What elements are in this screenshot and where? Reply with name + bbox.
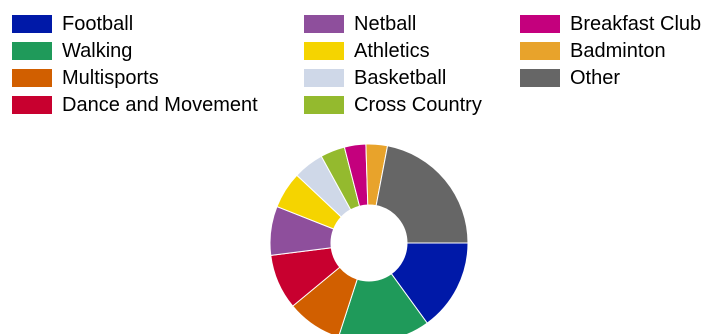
legend-swatch-walking [12,42,52,60]
legend-swatch-badminton [520,42,560,60]
legend-item-football: Football [12,13,133,35]
legend-swatch-other [520,69,560,87]
slice-other [375,145,469,244]
slice-walking [338,273,428,334]
legend-label-walking: Walking [62,40,132,62]
legend-swatch-football [12,15,52,33]
legend-item-basketball: Basketball [304,67,446,89]
legend-label-cross-country: Cross Country [354,94,482,116]
legend-item-netball: Netball [304,13,416,35]
legend-swatch-athletics [304,42,344,60]
legend-swatch-breakfast-club [520,15,560,33]
legend-label-basketball: Basketball [354,67,446,89]
legend-swatch-basketball [304,69,344,87]
slice-football [390,242,469,324]
legend-swatch-cross-country [304,96,344,114]
legend-item-breakfast-club: Breakfast Club [520,13,701,35]
legend-label-multisports: Multisports [62,67,159,89]
legend-item-dance-and-movement: Dance and Movement [12,94,258,116]
legend-swatch-dance-and-movement [12,96,52,114]
legend-label-netball: Netball [354,13,416,35]
legend-swatch-multisports [12,69,52,87]
chart-legend: Football Walking Multisports Dance and Move… [12,13,701,116]
legend-item-walking: Walking [12,40,132,62]
legend-label-badminton: Badminton [570,40,666,62]
legend-item-athletics: Athletics [304,40,430,62]
legend-label-football: Football [62,13,133,35]
legend-item-multisports: Multisports [12,67,159,89]
legend-item-other: Other [520,67,620,89]
legend-label-other: Other [570,67,620,89]
legend-item-badminton: Badminton [520,40,666,62]
legend-item-cross-country: Cross Country [304,94,482,116]
legend-swatch-netball [304,15,344,33]
legend-label-athletics: Athletics [354,40,430,62]
legend-label-breakfast-club: Breakfast Club [570,13,701,35]
donut-slices [269,143,469,334]
legend-label-dance-and-movement: Dance and Movement [62,94,258,116]
